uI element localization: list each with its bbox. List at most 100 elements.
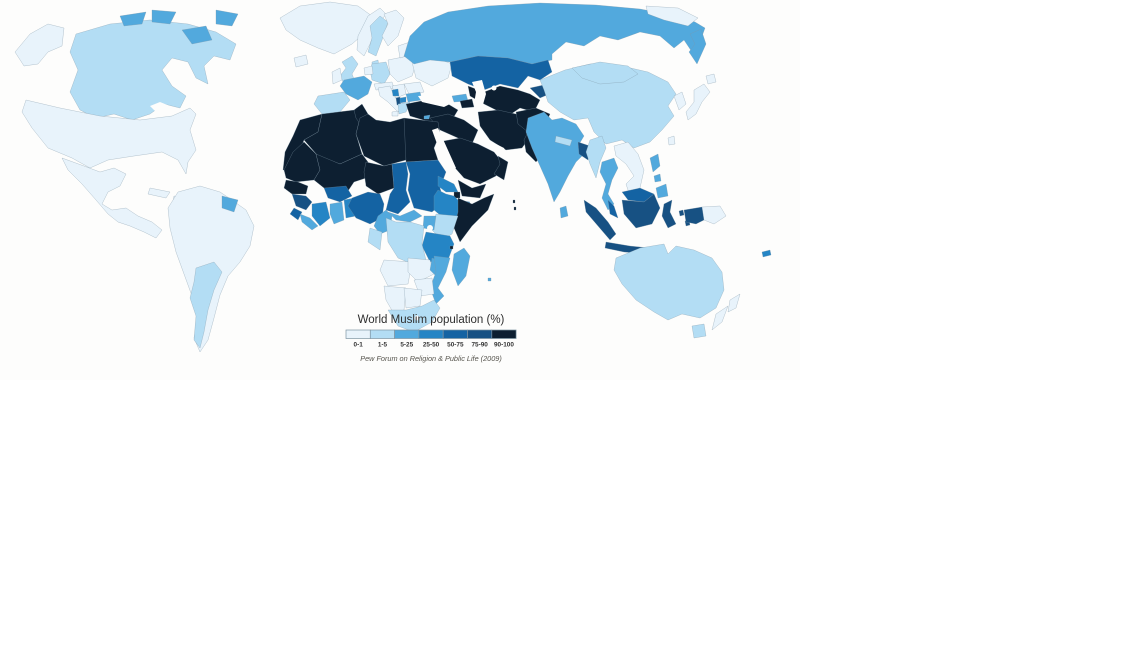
region-papua-new-guinea xyxy=(701,205,727,225)
region-cote-divoire xyxy=(311,201,331,227)
region-maldives xyxy=(512,199,516,204)
region-cuba xyxy=(147,187,171,199)
region-philippines-mindanao xyxy=(655,183,669,199)
region-fiji xyxy=(761,249,772,258)
region-thailand xyxy=(599,157,619,211)
region-cyprus xyxy=(423,114,431,120)
region-canada xyxy=(69,19,237,121)
region-bosnia xyxy=(391,88,400,97)
region-myanmar xyxy=(585,135,607,179)
region-west-papua xyxy=(683,206,709,225)
legend-label-0-1: 0-1 xyxy=(354,342,364,349)
region-angola xyxy=(379,259,413,287)
region-mozambique xyxy=(429,255,451,305)
region-moluccas xyxy=(678,209,685,217)
region-sierra-leone xyxy=(289,207,303,221)
black-sea xyxy=(418,94,454,107)
region-benelux xyxy=(363,65,374,76)
region-sumatra xyxy=(583,199,617,241)
legend-label-75-90: 75-90 xyxy=(471,342,488,349)
region-japan-hokkaido xyxy=(705,73,717,85)
region-niger xyxy=(363,161,395,195)
region-burkina-faso xyxy=(323,185,353,203)
region-philippines-visayas xyxy=(653,173,662,183)
region-azerbaijan xyxy=(459,98,475,109)
caspian-sea xyxy=(472,80,486,108)
legend-label-50-75: 50-75 xyxy=(447,342,464,349)
region-zambia xyxy=(407,257,435,283)
region-sri-lanka xyxy=(559,205,569,219)
region-south-africa xyxy=(387,299,441,333)
region-chad xyxy=(385,161,411,215)
region-new-zealand-north xyxy=(727,293,741,313)
region-sulawesi xyxy=(661,199,677,229)
region-mongolia xyxy=(571,61,639,85)
region-canadian-arctic xyxy=(119,11,147,27)
region-sicily xyxy=(391,110,399,117)
region-guinea xyxy=(291,193,313,211)
legend-swatch-5-25 xyxy=(394,329,420,339)
region-japan xyxy=(685,83,711,121)
legend-label-25-50: 25-50 xyxy=(423,342,440,349)
legend-label-90-100: 90-100 xyxy=(494,342,514,349)
legend-label-5-25: 5-25 xyxy=(400,342,413,349)
region-comoros xyxy=(449,245,454,250)
legend: World Muslim population (%) 0-1 1-5 5-25 25… xyxy=(345,314,517,363)
region-macedonia xyxy=(399,96,407,104)
region-korea xyxy=(673,91,687,111)
red-sea xyxy=(432,128,456,174)
region-liberia xyxy=(299,213,319,231)
region-malaysia-peninsula xyxy=(607,199,619,219)
region-new-zealand-south xyxy=(711,305,729,331)
region-tasmania xyxy=(691,323,707,339)
region-france xyxy=(339,75,373,101)
region-botswana xyxy=(403,287,423,309)
legend-swatch-90-100 xyxy=(491,329,517,339)
legend-swatch-25-50 xyxy=(418,329,444,339)
region-india xyxy=(525,111,585,203)
region-kamchatka xyxy=(688,28,707,65)
region-central-african-republic xyxy=(387,209,423,223)
region-nepal xyxy=(554,135,573,147)
legend-label-1-5: 1-5 xyxy=(378,342,388,349)
region-uganda xyxy=(422,215,437,231)
lesotho xyxy=(414,315,420,321)
legend-swatch-0-1 xyxy=(345,329,371,339)
region-iraq-syria xyxy=(429,113,479,145)
region-sweden xyxy=(367,15,389,57)
persian-gulf xyxy=(492,142,508,156)
region-kalimantan xyxy=(621,193,661,229)
great-lakes xyxy=(150,102,176,114)
region-ghana xyxy=(329,201,345,225)
region-taiwan xyxy=(667,135,676,146)
region-maldives xyxy=(513,206,517,211)
region-gabon-congo xyxy=(367,227,383,251)
region-egypt xyxy=(403,117,441,163)
region-guyana-suriname xyxy=(221,195,239,213)
region-eritrea xyxy=(437,175,459,193)
legend-swatch-1-5 xyxy=(369,329,395,339)
region-drc xyxy=(385,217,427,265)
region-oman xyxy=(493,155,509,181)
region-argentina xyxy=(189,261,223,349)
region-canadian-arctic xyxy=(181,25,213,45)
region-canadian-arctic xyxy=(215,9,239,27)
region-senegal-gambia xyxy=(283,179,309,195)
region-finland xyxy=(381,9,405,47)
region-alaska xyxy=(14,23,65,67)
aral-sea xyxy=(491,85,497,91)
region-philippines-luzon xyxy=(649,153,661,173)
legend-title: World Muslim population (%) xyxy=(358,314,505,326)
lake-victoria xyxy=(427,225,433,231)
region-mexico-central-america xyxy=(61,157,163,239)
region-yemen xyxy=(457,179,487,199)
legend-swatches: 0-1 1-5 5-25 25-50 50-75 75-90 90-100 xyxy=(345,329,517,349)
legend-attribution: Pew Forum on Religion & Public Life (200… xyxy=(360,354,502,363)
region-madagascar xyxy=(451,247,471,287)
region-iceland xyxy=(293,54,309,68)
region-mali xyxy=(313,153,369,197)
legend-swatch-50-75 xyxy=(442,329,468,339)
region-usa xyxy=(21,99,197,175)
region-mauritius xyxy=(487,277,492,282)
region-chukotka xyxy=(645,5,699,27)
